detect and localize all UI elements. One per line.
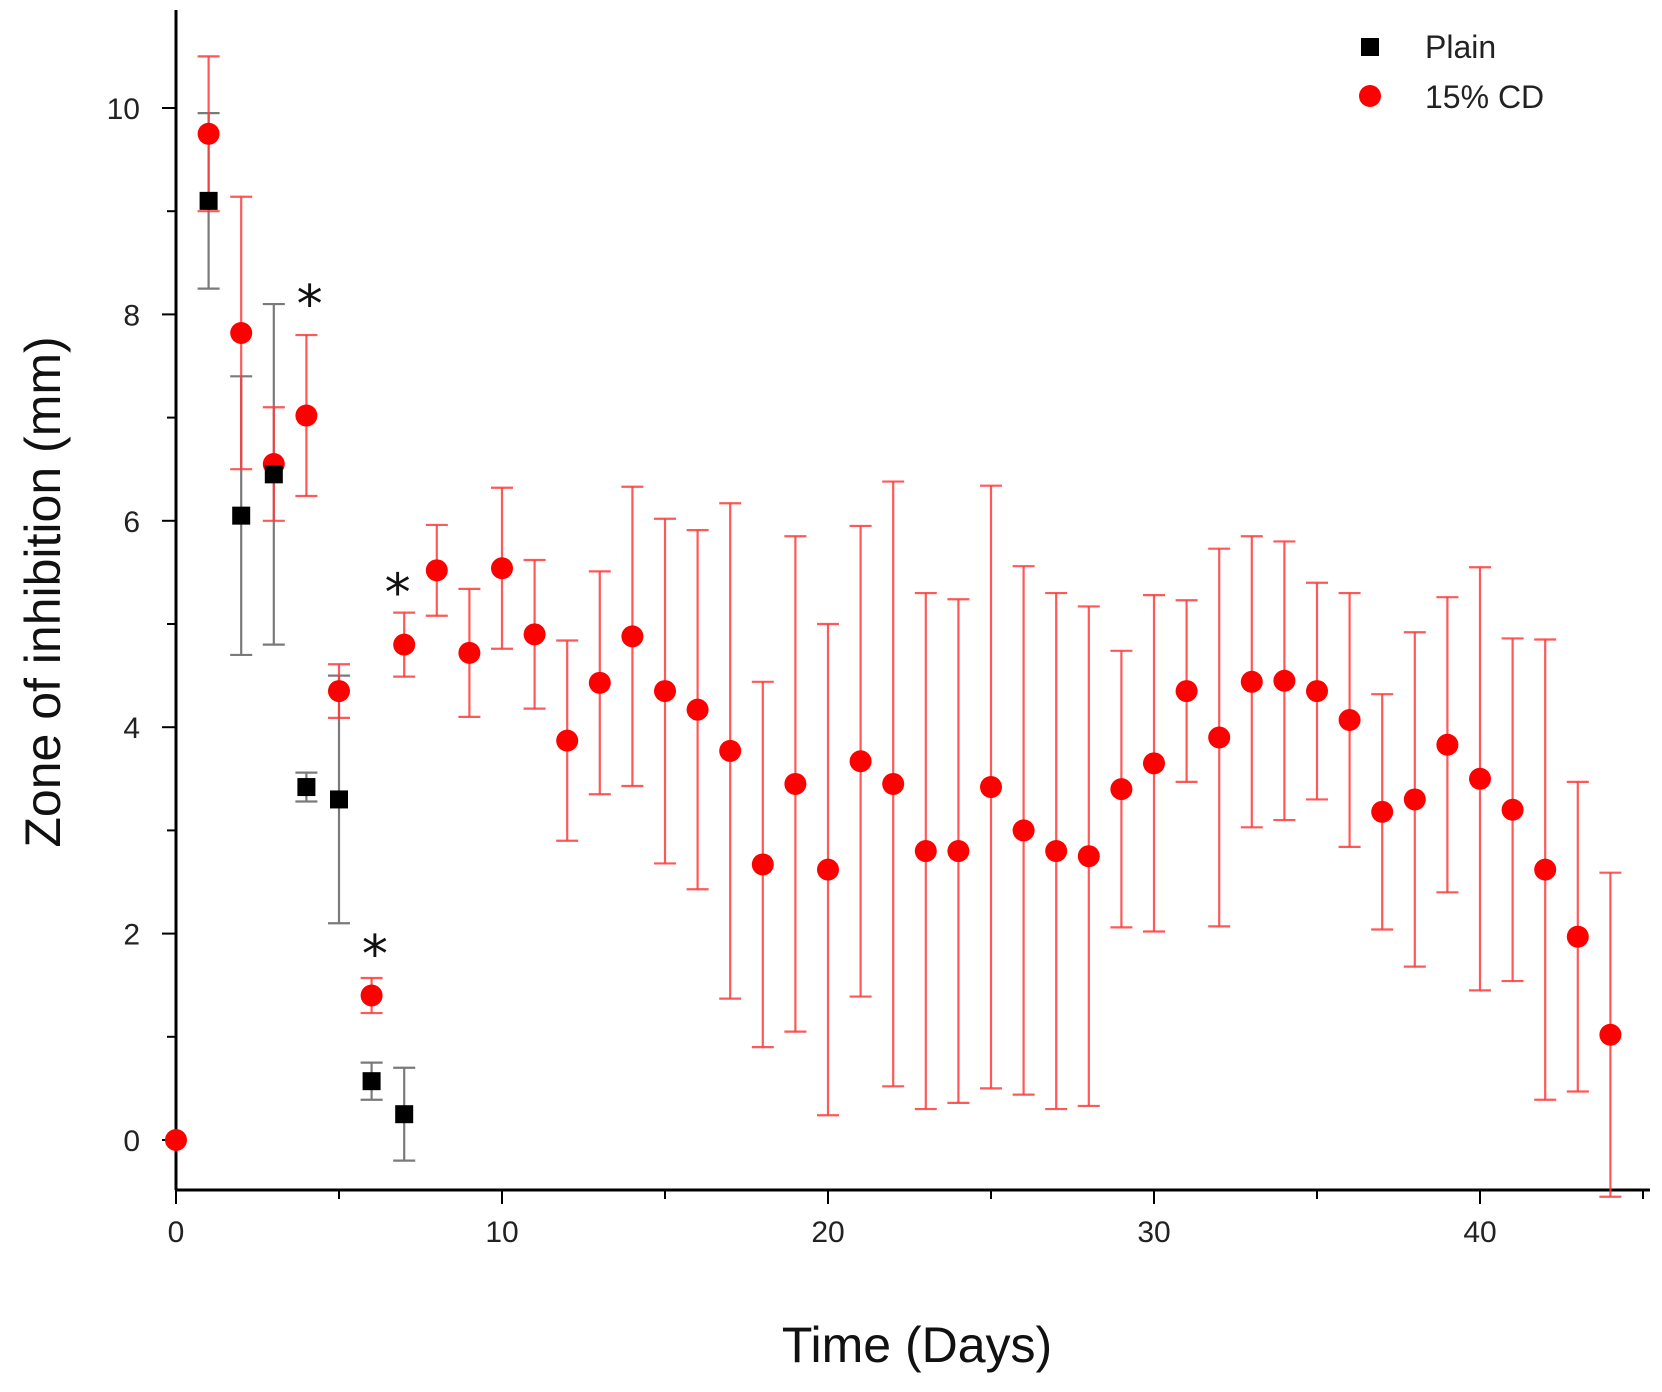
cd-point: [393, 633, 416, 656]
y-axis-title: Zone of inhibition (mm): [15, 336, 71, 847]
cd-point: [1110, 778, 1133, 801]
x-tick-label: 0: [168, 1216, 185, 1249]
plain-point: [330, 790, 348, 809]
cd-point: [1175, 680, 1198, 703]
plain-error-bars: [197, 112, 416, 1162]
cd-point: [914, 840, 937, 863]
cd-point: [1534, 858, 1557, 881]
cd-point: [621, 625, 644, 648]
plain-point: [264, 465, 283, 484]
cd-point: [1012, 819, 1035, 842]
cd-point: [197, 122, 220, 145]
cd-point: [1436, 733, 1459, 756]
cd-point: [654, 680, 676, 703]
cd-point: [849, 750, 872, 773]
cd-point: [523, 623, 546, 646]
cd-point: [491, 557, 513, 580]
cd-point: [328, 680, 350, 703]
cd-point: [1240, 670, 1263, 693]
cd-point: [784, 772, 807, 795]
cd-point: [1371, 800, 1394, 823]
cd-point: [947, 840, 970, 863]
cd-point: [1306, 680, 1328, 703]
y-tick-label: 6: [123, 506, 140, 539]
cd-point: [1273, 669, 1296, 692]
cd-point: [1599, 1023, 1622, 1046]
cd-point: [1566, 925, 1589, 948]
cd-point: [1045, 840, 1068, 863]
cd-point: [719, 739, 742, 762]
significance-annotations: * * *: [297, 275, 411, 985]
y-tick-label: 10: [107, 93, 140, 126]
legend-cd-label: 15% CD: [1425, 79, 1544, 115]
cd-point: [295, 404, 318, 427]
cd-point: [1338, 708, 1361, 731]
plain-series: [199, 191, 414, 1124]
plain-point: [199, 191, 218, 210]
cd-point: [458, 641, 481, 664]
legend-plain-marker: [1361, 38, 1379, 56]
cd-point: [230, 321, 253, 344]
x-tick-label: 40: [1463, 1216, 1496, 1249]
cd-point: [588, 671, 611, 694]
plain-point: [232, 506, 251, 525]
cd-series: [165, 122, 1622, 1151]
cd-point: [1403, 788, 1426, 811]
plain-point: [395, 1105, 414, 1124]
legend-cd-marker: [1359, 85, 1381, 107]
cd-point: [556, 729, 579, 752]
cd-point: [817, 858, 839, 881]
cd-point: [980, 776, 1002, 799]
axis-ticks: 0 10 20 30 40 0 2 4 6 8 10: [107, 93, 1644, 1249]
significance-asterisk: *: [362, 925, 388, 985]
legend: Plain 15% CD: [1359, 29, 1544, 115]
legend-plain-label: Plain: [1425, 29, 1496, 65]
cd-point: [1143, 752, 1165, 775]
x-axis-title: Time (Days): [782, 1317, 1052, 1373]
x-tick-label: 10: [485, 1216, 518, 1249]
cd-point: [751, 853, 774, 876]
significance-asterisk: *: [385, 564, 411, 624]
cd-point: [165, 1129, 187, 1151]
cd-point: [882, 772, 905, 795]
cd-point: [686, 698, 709, 721]
x-tick-label: 20: [811, 1216, 844, 1249]
plain-point: [362, 1072, 381, 1091]
cd-point: [1501, 798, 1524, 821]
cd-point: [1077, 845, 1100, 868]
x-tick-label: 30: [1137, 1216, 1170, 1249]
cd-point: [360, 984, 383, 1007]
y-tick-label: 8: [123, 299, 140, 332]
cd-error-bars: [197, 55, 1622, 1198]
plain-point: [297, 778, 316, 797]
plot-axes: [174, 10, 1650, 1192]
y-tick-label: 0: [123, 1125, 140, 1158]
y-tick-label: 2: [123, 919, 140, 952]
cd-point: [425, 559, 448, 582]
significance-asterisk: *: [297, 275, 323, 335]
cd-point: [1469, 767, 1491, 790]
cd-point: [1208, 726, 1231, 749]
y-tick-label: 4: [123, 712, 140, 745]
